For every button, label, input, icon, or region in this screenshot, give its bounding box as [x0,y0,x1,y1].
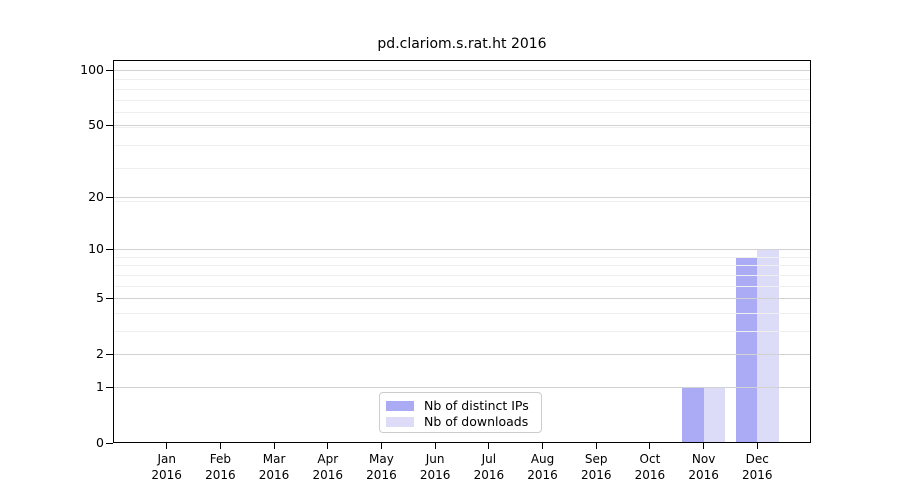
y-tick-mark [106,196,113,198]
y-tick-mark [106,443,113,444]
x-tick-label-line: 2016 [312,468,344,482]
minor-gridline [114,256,810,258]
major-gridline [114,298,810,300]
major-gridline [114,196,810,198]
x-tick-label-line: 2016 [473,468,505,482]
legend-label-downloads: Nb of downloads [424,414,529,429]
minor-gridline [114,88,810,90]
major-gridline [114,70,810,71]
x-tick-mark [542,443,544,449]
bar-distinct-ips [735,256,758,443]
legend-item-downloads: Nb of downloads [386,414,535,429]
x-tick-label: Jan 2016 [127,451,207,483]
minor-gridline [114,144,810,146]
y-tick-label: 1 [96,378,104,394]
minor-gridline [114,274,810,276]
legend-swatch-downloads [386,416,414,427]
y-tick-label: 0 [96,435,104,450]
x-tick-label-line: Aug [530,452,555,466]
bar-downloads [757,249,779,443]
minor-gridline [114,312,810,314]
x-tick-label-line: 2016 [580,468,612,482]
y-tick-label: 10 [88,241,104,257]
x-tick-mark [488,443,490,449]
x-tick-label-line: Oct [639,452,661,466]
x-tick-label: Nov 2016 [664,451,744,483]
x-tick-label: Jun 2016 [395,451,475,483]
minor-gridline [114,112,810,114]
y-tick-label: 100 [80,62,104,77]
x-tick-label-line: Mar [262,452,286,466]
x-tick-mark [327,443,329,449]
minor-gridline [114,99,810,101]
x-tick-label: May 2016 [341,451,421,483]
minor-gridline [114,168,810,170]
y-tick-mark [106,298,113,300]
x-tick-label-line: Jun [425,452,445,466]
x-tick-label-line: 2016 [527,468,558,482]
x-tick-label-line: 2016 [688,468,719,482]
y-tick-label: 20 [88,188,104,204]
y-tick-mark [106,70,113,71]
major-gridline [114,249,810,251]
x-tick-mark [756,443,758,449]
x-tick-label-line: Jul [481,452,497,466]
x-tick-mark [273,443,275,449]
legend-swatch-distinct-ips [386,400,414,411]
major-gridline [114,125,810,127]
x-tick-label: Oct 2016 [610,451,690,483]
x-tick-label: Apr 2016 [288,451,368,483]
minor-gridline [114,330,810,332]
x-tick-mark [703,443,705,449]
x-tick-mark [649,443,651,449]
x-tick-label-line: 2016 [366,468,397,482]
legend-item-distinct-ips: Nb of distinct IPs [386,398,535,413]
x-tick-label: Sep 2016 [556,451,636,483]
x-tick-mark [166,443,168,449]
x-tick-label-line: 2016 [258,468,290,482]
x-tick-label: Feb 2016 [180,451,260,483]
minor-gridline [114,200,810,202]
x-tick-label-line: 2016 [205,468,236,482]
x-tick-mark [380,443,382,449]
x-tick-label: Mar 2016 [234,451,314,483]
x-tick-mark [595,443,597,449]
x-tick-label: Aug 2016 [503,451,583,483]
y-tick-mark [106,249,113,251]
plot-frame [113,60,811,443]
x-tick-mark [434,443,436,449]
x-tick-label-line: Dec [745,452,769,466]
major-gridline [114,386,810,388]
x-tick-label-line: 2016 [151,468,182,482]
minor-gridline [114,265,810,267]
x-tick-label: Dec 2016 [717,451,797,483]
y-tick-mark [106,386,113,388]
x-tick-label-line: 2016 [634,468,666,482]
y-tick-mark [106,354,113,356]
y-tick-label: 2 [96,346,104,362]
x-tick-label-line: 2016 [742,468,773,482]
chart-title: pd.clariom.s.rat.ht 2016 [377,36,547,52]
minor-gridline [114,126,810,128]
minor-gridline [114,285,810,287]
bar-distinct-ips [682,386,704,443]
bar-downloads [703,386,726,443]
y-tick-label: 50 [88,117,104,133]
y-tick-mark [106,125,113,127]
x-tick-label-line: Feb [209,452,231,466]
x-tick-label-line: May [369,452,394,466]
x-tick-label-line: 2016 [419,468,451,482]
x-tick-label: Jul 2016 [449,451,529,483]
legend: Nb of distinct IPs Nb of downloads [379,392,542,433]
x-tick-label-line: Jan [157,452,176,466]
minor-gridline [114,79,810,81]
x-tick-mark [219,443,221,449]
x-tick-label-line: Apr [317,452,339,466]
major-gridline [114,354,810,356]
x-tick-label-line: Nov [691,452,716,466]
y-tick-label: 5 [96,290,104,306]
x-tick-label-line: Sep [584,452,608,466]
legend-label-distinct-ips: Nb of distinct IPs [424,398,529,413]
